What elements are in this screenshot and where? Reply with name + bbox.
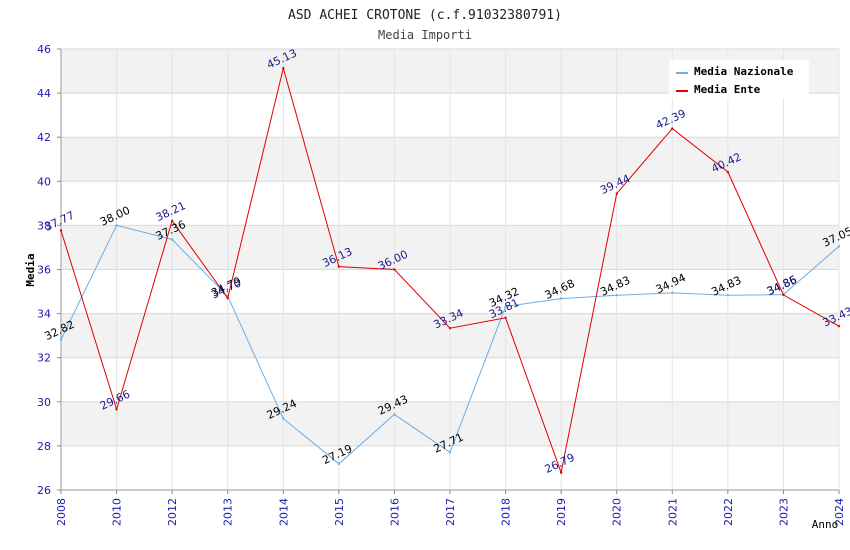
- series-lines: [59, 66, 841, 475]
- chart-title: ASD ACHEI CROTONE (c.f.91032380791): [288, 8, 562, 23]
- x-tick-label: 2008: [55, 498, 68, 526]
- data-point: [115, 224, 118, 227]
- x-tick-label: 2017: [444, 498, 457, 526]
- data-point: [170, 238, 174, 241]
- data-point: [782, 293, 785, 297]
- x-tick-label: 2019: [555, 498, 568, 526]
- data-point: [59, 338, 63, 341]
- tick-labels: 26 28 30 32 34 36 38 40 42 44 46 2008 2010 2012 2013 20…: [37, 43, 846, 526]
- data-point: [559, 297, 563, 300]
- data-point: [337, 265, 341, 268]
- x-tick-label: 2023: [777, 498, 790, 526]
- x-tick-label: 2010: [111, 498, 124, 526]
- y-tick-label: 38: [37, 219, 51, 232]
- x-tick-label: 2022: [722, 498, 735, 526]
- y-tick-label: 46: [37, 43, 51, 56]
- y-tick-label: 26: [37, 484, 51, 497]
- data-point: [282, 417, 285, 420]
- data-point: [615, 192, 618, 195]
- data-point: [671, 291, 674, 295]
- data-point: [671, 127, 674, 130]
- data-point: [504, 316, 507, 319]
- data-point: [559, 471, 563, 474]
- data-point: [448, 451, 452, 454]
- data-point: [837, 245, 841, 248]
- x-tick-label: 2020: [611, 498, 624, 526]
- data-point: [726, 294, 730, 297]
- x-tick-label: 2015: [333, 498, 346, 526]
- y-axis-label: Media: [24, 253, 37, 286]
- x-tick-label: 2013: [222, 498, 235, 526]
- chart-subtitle: Media Importi: [378, 28, 472, 42]
- data-point: [170, 219, 174, 222]
- data-point: [115, 408, 118, 411]
- y-tick-label: 40: [37, 175, 51, 188]
- legend-label-ente: Media Ente: [694, 83, 761, 96]
- y-tick-label: 30: [37, 396, 51, 409]
- x-tick-label: 2018: [500, 498, 513, 526]
- y-tick-label: 42: [37, 131, 51, 144]
- x-tick-label: 2012: [166, 498, 179, 526]
- data-point: [337, 462, 341, 465]
- x-tick-label: 2016: [388, 498, 401, 526]
- data-point: [726, 170, 730, 174]
- data-point: [837, 324, 841, 328]
- legend-box: [669, 60, 809, 98]
- axes: [57, 48, 840, 494]
- y-tick-label: 32: [37, 352, 51, 365]
- y-tick-label: 34: [37, 308, 51, 321]
- x-axis-label: Anno: [812, 518, 839, 531]
- y-tick-label: 44: [37, 87, 51, 100]
- data-point: [448, 326, 452, 330]
- data-point: [393, 268, 396, 271]
- y-tick-label: 28: [37, 440, 51, 453]
- data-point: [504, 305, 507, 308]
- data-point: [282, 66, 285, 70]
- data-point: [393, 413, 396, 416]
- x-tick-label: 2014: [277, 498, 290, 526]
- data-point: [615, 294, 618, 297]
- x-tick-label: 2021: [666, 498, 679, 526]
- data-point: [59, 229, 63, 232]
- y-tick-label: 36: [37, 264, 51, 277]
- x-tick-label: 2024: [833, 498, 846, 526]
- data-point: [226, 296, 229, 300]
- legend-label-nazionale: Media Nazionale: [694, 65, 794, 78]
- legend: Media Nazionale Media Ente: [669, 60, 809, 98]
